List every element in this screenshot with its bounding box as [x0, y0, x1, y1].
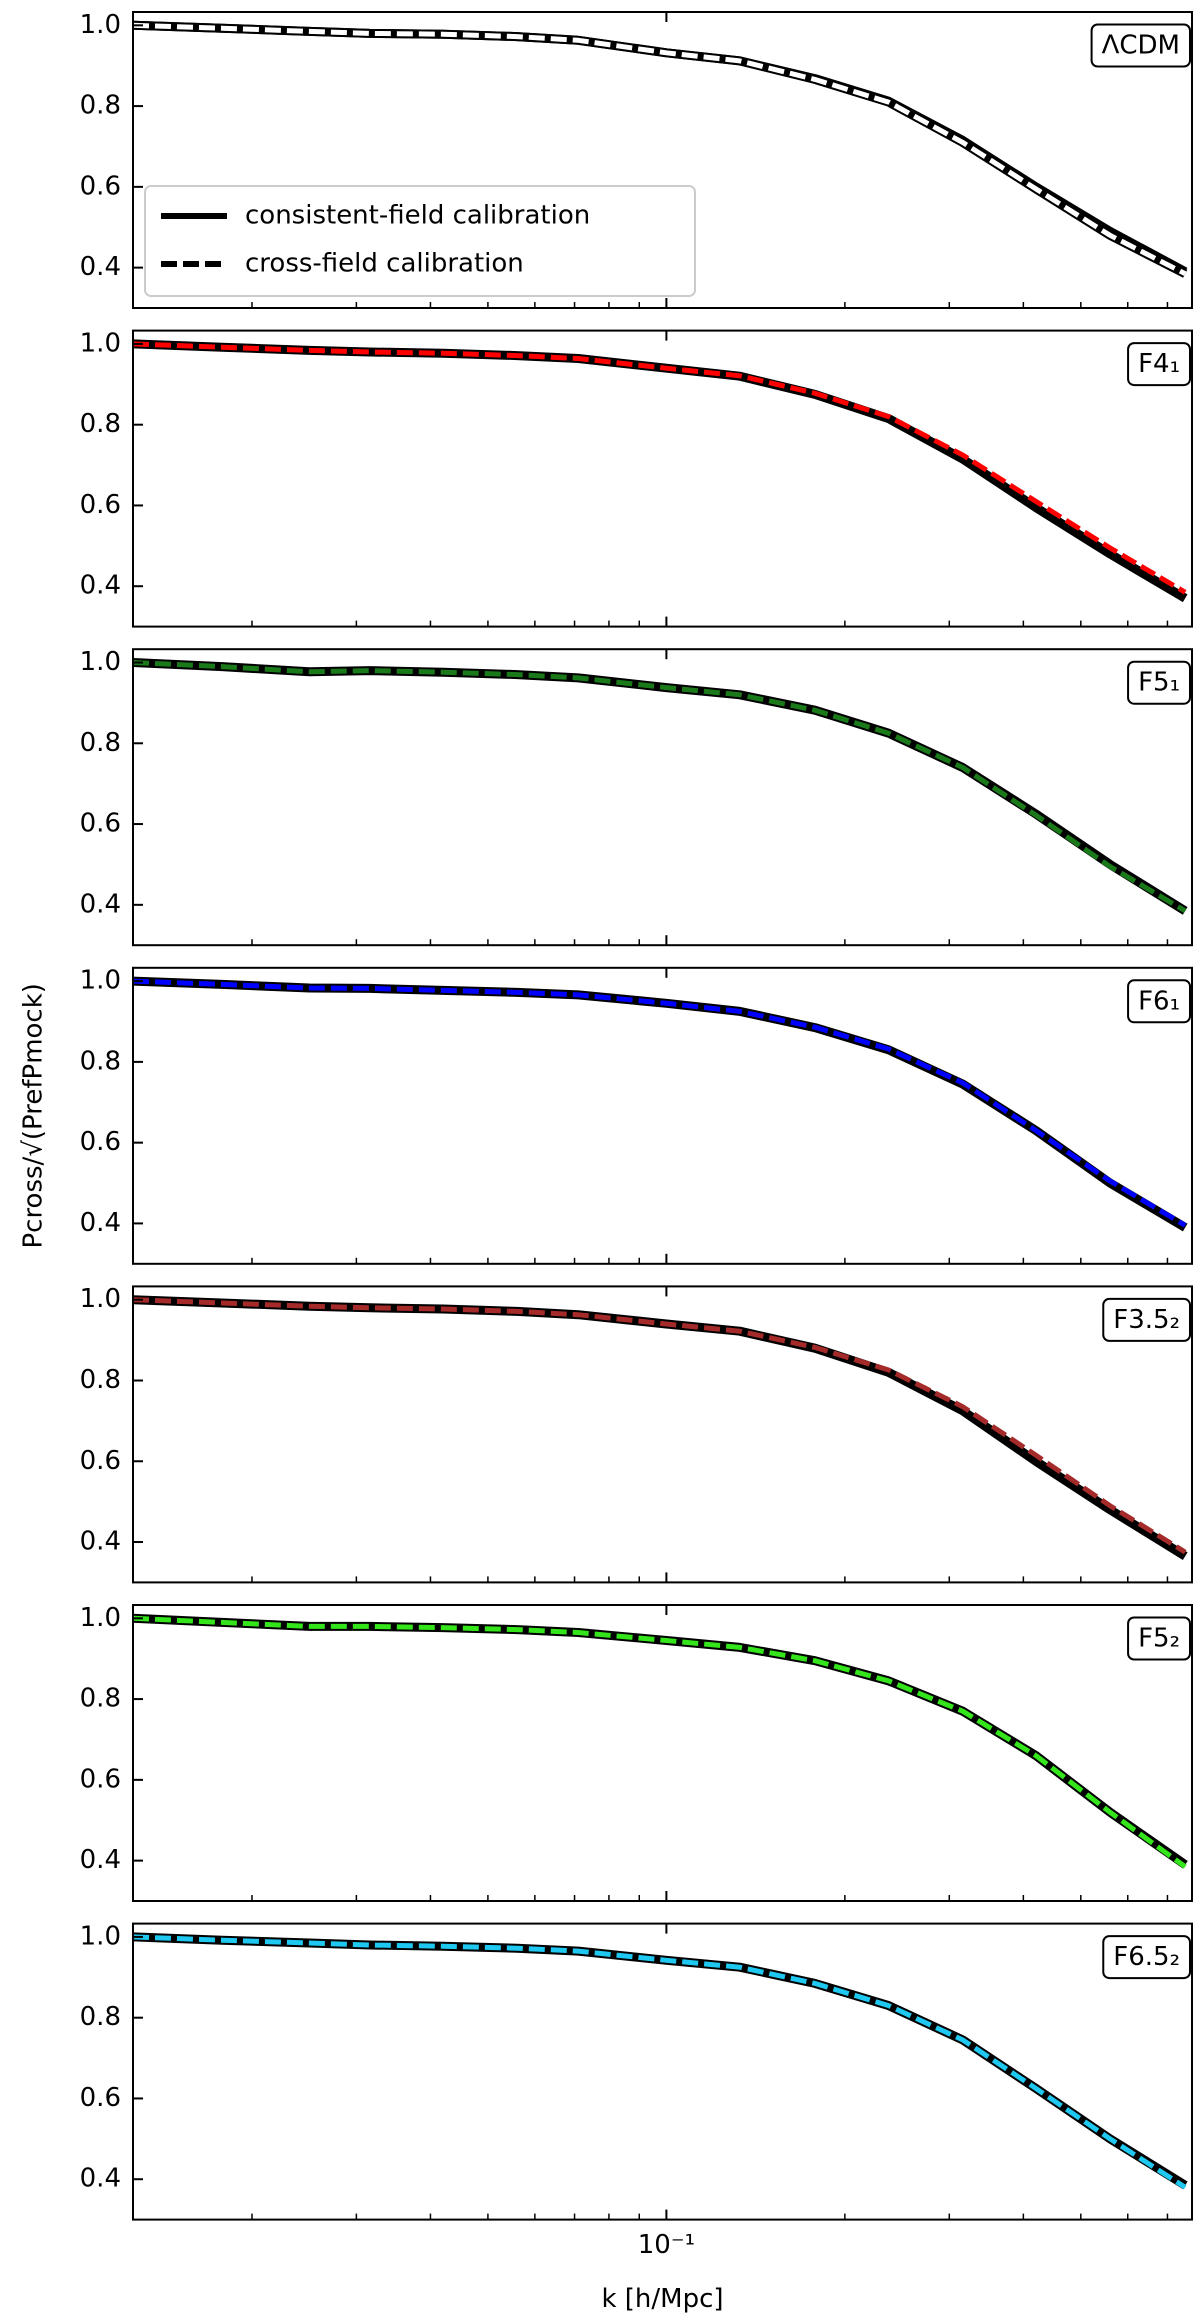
- panel-label: F6₁: [1138, 986, 1180, 1016]
- panel-label-box: [1102, 1935, 1191, 1980]
- plot-area: [133, 976, 1188, 1232]
- y-tick-label: 0.4: [80, 571, 121, 601]
- panel-label: ΛCDM: [1102, 31, 1180, 61]
- y-tick-label: 0.6: [80, 1446, 121, 1476]
- y-tick-label: 0.8: [80, 1365, 121, 1395]
- series-line: [133, 22, 1187, 276]
- series-line: [133, 1615, 1187, 1869]
- y-tick-label: 0.8: [80, 1046, 121, 1076]
- series-line: [133, 658, 1188, 915]
- plot-frame: [132, 1604, 1193, 1902]
- series-line: [133, 1295, 1188, 1561]
- panel-label: F6.5₂: [1113, 1942, 1180, 1972]
- x-tick-label: 10⁻¹: [638, 2230, 695, 2260]
- plot-frame: [132, 1922, 1193, 2221]
- legend-label: consistent-field calibration: [245, 201, 590, 231]
- y-tick-label: 1.0: [80, 10, 121, 40]
- y-tick-label: 1.0: [80, 1284, 121, 1314]
- y-tick-label: 0.4: [80, 252, 121, 282]
- panel-label: F5₂: [1138, 1624, 1180, 1654]
- plot-frame: [132, 1285, 1193, 1584]
- y-tick-label: 1.0: [80, 966, 121, 996]
- panel-label: F4₁: [1138, 349, 1180, 379]
- y-tick-label: 1.0: [80, 328, 121, 358]
- y-tick-label: 0.4: [80, 1527, 121, 1557]
- y-tick-label: 0.4: [80, 2164, 121, 2194]
- series-line: [133, 976, 1188, 1232]
- plot-frame: [132, 966, 1193, 1265]
- y-axis-label: Pcross/√(PrefPmock): [19, 983, 49, 1248]
- series-line: [133, 1932, 1188, 2190]
- y-tick-label: 0.6: [80, 1127, 121, 1157]
- legend-label: cross-field calibration: [245, 249, 524, 279]
- plot-frame: [132, 648, 1193, 947]
- panel-label-box: [1127, 1616, 1191, 1661]
- series-line: [133, 1297, 1187, 1555]
- y-tick-label: 0.6: [80, 1764, 121, 1794]
- plot-area: [133, 658, 1188, 915]
- series-line: [133, 1613, 1188, 1869]
- y-tick-label: 0.4: [80, 1845, 121, 1875]
- y-tick-label: 1.0: [80, 1603, 121, 1633]
- y-tick-label: 0.8: [80, 728, 121, 758]
- panel-label-box: [1090, 23, 1191, 68]
- y-tick-label: 0.8: [80, 1684, 121, 1714]
- panel-label: F5₁: [1138, 668, 1180, 698]
- panel-label: F3.5₂: [1113, 1305, 1180, 1335]
- panel-label-box: [1127, 342, 1191, 387]
- y-tick-label: 1.0: [80, 1921, 121, 1951]
- y-tick-label: 1.0: [80, 647, 121, 677]
- y-tick-label: 0.6: [80, 171, 121, 201]
- series-line: [133, 341, 1187, 595]
- y-tick-label: 0.4: [80, 889, 121, 919]
- y-tick-label: 0.4: [80, 1208, 121, 1238]
- plot-area: [133, 339, 1188, 603]
- panel-label-box: [1127, 979, 1191, 1024]
- series-line: [133, 1934, 1187, 2190]
- y-tick-label: 0.6: [80, 490, 121, 520]
- plot-area: [133, 1613, 1188, 1869]
- plot-area: [133, 1932, 1188, 2190]
- y-tick-label: 0.6: [80, 809, 121, 839]
- series-line: [133, 978, 1187, 1228]
- series-line: [133, 660, 1187, 914]
- x-axis-label: k [h/Mpc]: [601, 2284, 723, 2314]
- y-tick-label: 0.8: [80, 2002, 121, 2032]
- y-tick-label: 0.6: [80, 2083, 121, 2113]
- plot-frame: [132, 329, 1193, 628]
- plot-area: [133, 20, 1188, 278]
- series-line: [133, 339, 1188, 603]
- y-tick-label: 0.8: [80, 91, 121, 121]
- legend-box: [144, 185, 696, 297]
- panel-label-box: [1127, 660, 1191, 705]
- plot-area: [133, 1295, 1188, 1561]
- plot-frame: [132, 11, 1193, 309]
- panel-label-box: [1102, 1297, 1191, 1342]
- y-tick-label: 0.8: [80, 409, 121, 439]
